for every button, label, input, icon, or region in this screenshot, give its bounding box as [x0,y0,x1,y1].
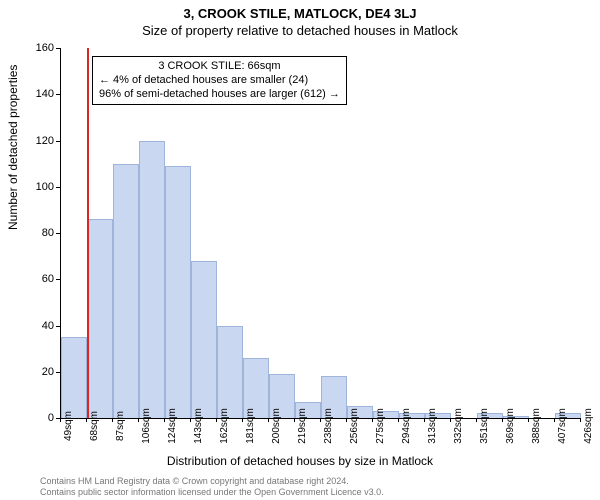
x-tick-label: 294sqm [401,408,412,444]
y-tick-label: 0 [24,412,54,424]
x-tick-label: 369sqm [505,408,516,444]
x-tick-label: 162sqm [219,408,230,444]
x-tick-mark [424,418,425,422]
x-tick-mark [346,418,347,422]
y-tick-mark [56,48,60,49]
y-tick-mark [56,279,60,280]
x-tick-mark [398,418,399,422]
x-tick-label: 87sqm [115,411,126,441]
x-tick-mark [138,418,139,422]
x-tick-label: 388sqm [531,408,542,444]
annotation-line2: ← 4% of detached houses are smaller (24) [99,74,340,88]
y-tick-mark [56,187,60,188]
histogram-bar [61,337,87,418]
annotation-line1: 3 CROOK STILE: 66sqm [99,60,340,74]
x-tick-label: 407sqm [557,408,568,444]
footer-attribution: Contains HM Land Registry data © Crown c… [40,476,384,498]
x-tick-label: 219sqm [297,408,308,444]
x-tick-label: 426sqm [583,408,594,444]
y-tick-label: 140 [24,88,54,100]
y-tick-label: 160 [24,42,54,54]
x-tick-label: 275sqm [375,408,386,444]
y-tick-label: 40 [24,320,54,332]
property-marker-line [87,48,89,418]
y-tick-label: 60 [24,273,54,285]
annotation-box: 3 CROOK STILE: 66sqm ← 4% of detached ho… [92,56,347,105]
x-tick-label: 181sqm [245,408,256,444]
x-tick-label: 313sqm [427,408,438,444]
y-tick-mark [56,141,60,142]
y-tick-mark [56,94,60,95]
x-tick-mark [372,418,373,422]
chart-title-main: 3, CROOK STILE, MATLOCK, DE4 3LJ [0,0,600,21]
y-tick-mark [56,326,60,327]
histogram-bar [217,326,243,419]
x-tick-mark [528,418,529,422]
y-tick-label: 120 [24,135,54,147]
x-tick-mark [502,418,503,422]
x-tick-mark [580,418,581,422]
histogram-bar [165,166,191,418]
x-tick-mark [554,418,555,422]
histogram-bar [139,141,165,419]
x-tick-label: 238sqm [323,408,334,444]
footer-line2: Contains public sector information licen… [40,487,384,498]
histogram-bar [113,164,139,418]
x-tick-label: 106sqm [141,408,152,444]
x-tick-mark [86,418,87,422]
y-tick-mark [56,372,60,373]
x-tick-label: 143sqm [193,408,204,444]
x-tick-mark [242,418,243,422]
y-axis-label: Number of detached properties [6,65,20,230]
x-tick-label: 351sqm [479,408,490,444]
x-tick-mark [476,418,477,422]
chart-title-sub: Size of property relative to detached ho… [0,21,600,38]
annotation-line3: 96% of semi-detached houses are larger (… [99,88,340,102]
x-tick-label: 200sqm [271,408,282,444]
histogram-bar [87,219,113,418]
x-tick-label: 256sqm [349,408,360,444]
footer-line1: Contains HM Land Registry data © Crown c… [40,476,384,487]
x-axis-label: Distribution of detached houses by size … [0,454,600,468]
x-tick-label: 124sqm [167,408,178,444]
x-tick-mark [164,418,165,422]
x-tick-mark [190,418,191,422]
x-tick-mark [320,418,321,422]
y-tick-label: 100 [24,181,54,193]
x-tick-mark [216,418,217,422]
x-tick-label: 68sqm [89,411,100,441]
y-tick-label: 20 [24,366,54,378]
y-tick-label: 80 [24,227,54,239]
x-tick-mark [294,418,295,422]
y-tick-mark [56,233,60,234]
x-tick-mark [60,418,61,422]
x-tick-label: 332sqm [453,408,464,444]
x-tick-mark [268,418,269,422]
x-tick-mark [112,418,113,422]
histogram-bar [191,261,217,418]
x-tick-label: 49sqm [63,411,74,441]
x-tick-mark [450,418,451,422]
